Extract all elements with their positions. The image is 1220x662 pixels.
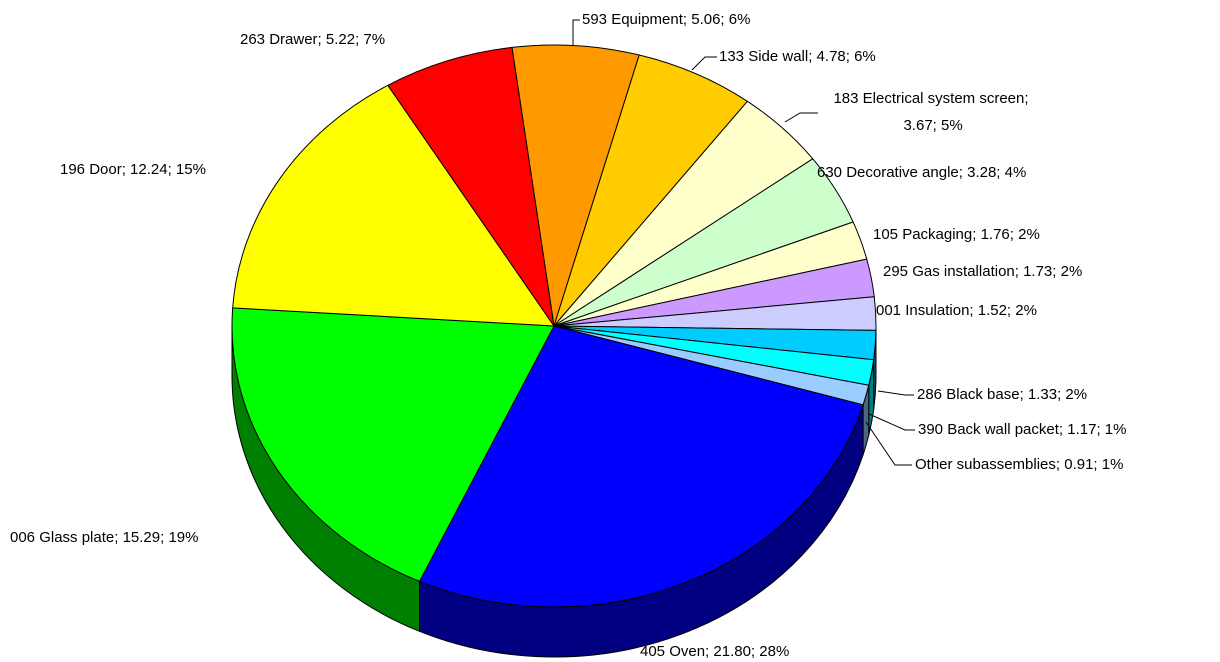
slice bbox=[553, 54, 748, 327]
slice bbox=[419, 325, 864, 608]
data-label: 263 Drawer; 5.22; 7% bbox=[240, 31, 385, 48]
slice bbox=[387, 46, 555, 327]
data-label: 183 Electrical system screen; 3.67; 5% bbox=[833, 90, 1028, 134]
data-label: 295 Gas installation; 1.73; 2% bbox=[883, 263, 1082, 280]
leader-line bbox=[572, 19, 580, 45]
leader-line bbox=[868, 413, 915, 431]
slice bbox=[231, 307, 555, 582]
data-label: 001 Insulation; 1.52; 2% bbox=[876, 302, 1037, 319]
data-label: 390 Back wall packet; 1.17; 1% bbox=[918, 421, 1126, 438]
data-label: 593 Equipment; 5.06; 6% bbox=[582, 11, 750, 28]
data-label: Other subassemblies; 0.91; 1% bbox=[915, 456, 1123, 473]
data-label: 133 Side wall; 4.78; 6% bbox=[719, 48, 876, 65]
label-line: 183 Electrical system screen; bbox=[833, 90, 1028, 107]
slice bbox=[232, 84, 555, 327]
leader-line bbox=[784, 112, 818, 123]
leader-line bbox=[877, 390, 914, 396]
data-label: 196 Door; 12.24; 15% bbox=[60, 161, 206, 178]
leader-line bbox=[865, 421, 912, 466]
data-label: 105 Packaging; 1.76; 2% bbox=[873, 226, 1040, 243]
data-label: 006 Glass plate; 15.29; 19% bbox=[10, 529, 198, 546]
label-line: 3.67; 5% bbox=[899, 117, 962, 134]
leader-line bbox=[691, 56, 717, 71]
data-label: 286 Black base; 1.33; 2% bbox=[917, 386, 1087, 403]
data-label: 405 Oven; 21.80; 28% bbox=[640, 643, 789, 660]
data-label: 630 Decorative angle; 3.28; 4% bbox=[817, 164, 1026, 181]
